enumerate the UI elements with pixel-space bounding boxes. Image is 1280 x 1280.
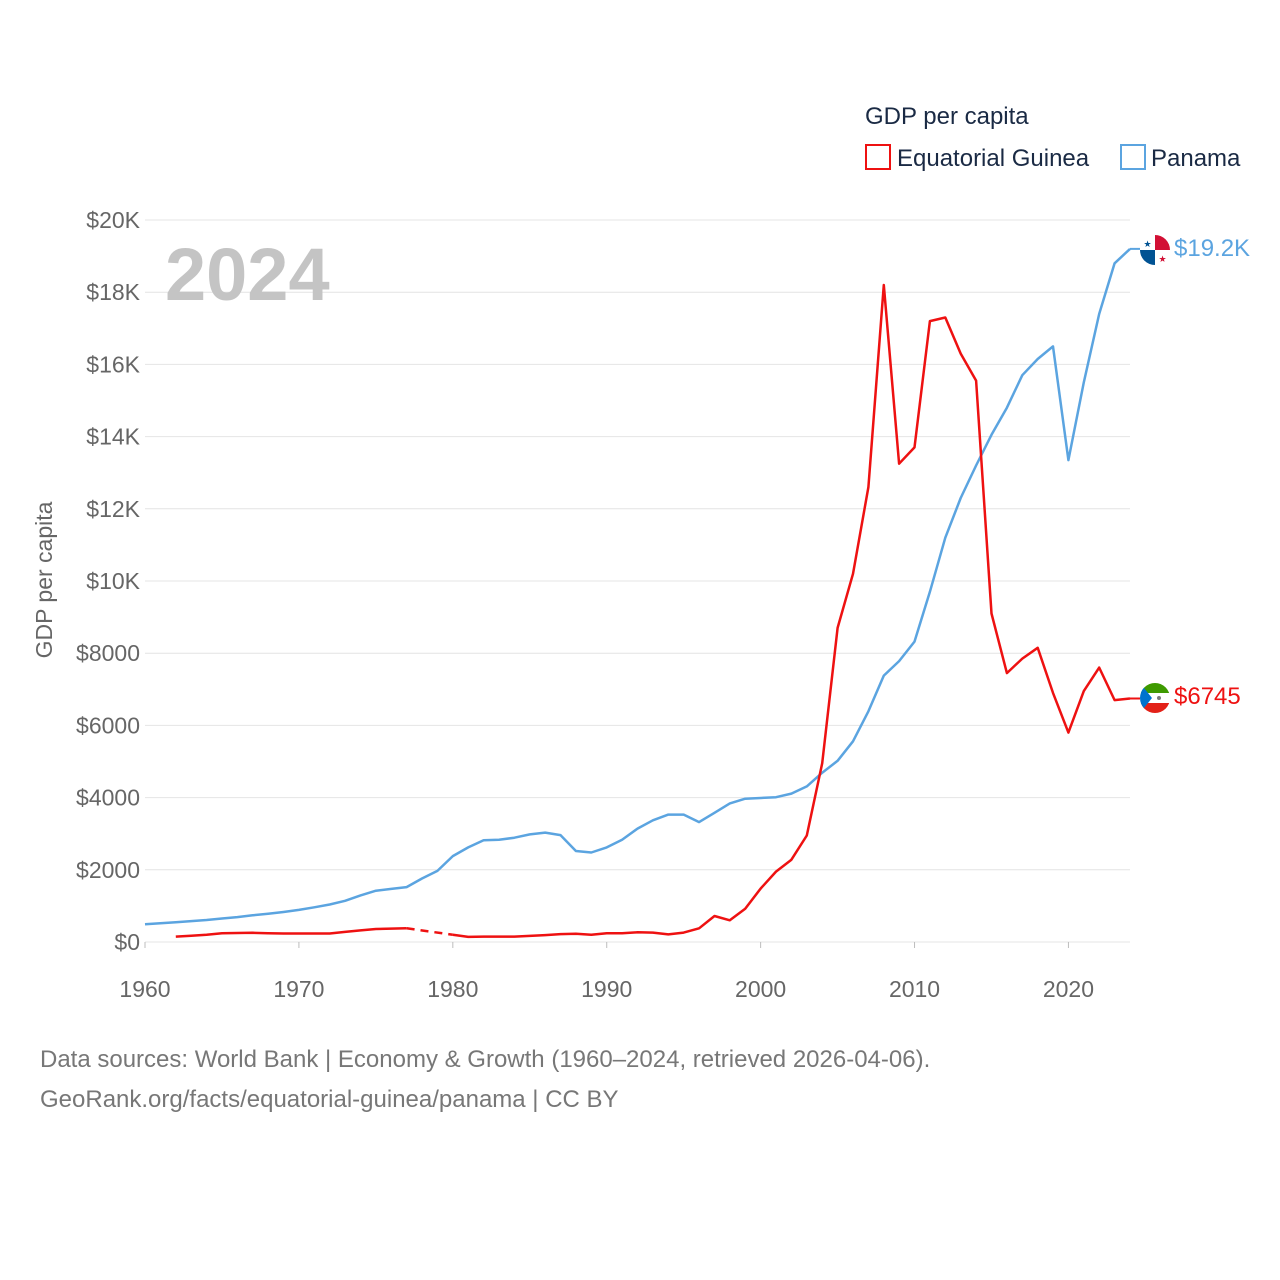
x-tick-label-4: 2000: [735, 976, 786, 1002]
y-tick-label-1: $2000: [76, 857, 140, 883]
footer-sources: Data sources: World Bank | Economy & Gro…: [40, 1046, 931, 1073]
end-label-equatorial-guinea: $6745: [1174, 683, 1241, 710]
svg-text:★: ★: [1158, 255, 1166, 265]
legend-label-equatorial-guinea[interactable]: Equatorial Guinea: [897, 145, 1090, 172]
series-gap-equatorial-guinea-0: [406, 927, 453, 937]
y-tick-label-4: $8000: [76, 640, 140, 666]
panama-flag-icon: ★ ★: [1140, 235, 1170, 265]
x-tick-label-5: 2010: [889, 976, 940, 1002]
y-tick-label-8: $16K: [86, 351, 140, 377]
y-tick-label-10: $20K: [86, 207, 140, 233]
x-tick-label-6: 2020: [1043, 976, 1094, 1002]
x-tick-label-3: 1990: [581, 976, 632, 1002]
x-tick-label-0: 1960: [119, 976, 170, 1002]
equatorial-guinea-flag-icon: [1140, 683, 1170, 713]
legend-swatch-equatorial-guinea[interactable]: [865, 144, 891, 170]
series-line-equatorial-guinea-1: [452, 283, 1131, 939]
series-line-panama-0: [144, 247, 1131, 926]
footer-attribution[interactable]: GeoRank.org/facts/equatorial-guinea/pana…: [40, 1086, 619, 1113]
x-tick-label-2: 1980: [427, 976, 478, 1002]
y-tick-label-2: $4000: [76, 785, 140, 811]
series-line-equatorial-guinea-0: [175, 927, 407, 938]
y-axis-label: GDP per capita: [31, 501, 57, 658]
series-equatorial-guinea[interactable]: [175, 283, 1140, 939]
y-tick-label-7: $14K: [86, 424, 140, 450]
year-label: 2024: [165, 233, 330, 316]
y-tick-label-6: $12K: [86, 496, 140, 522]
legend-swatch-panama[interactable]: [1120, 144, 1146, 170]
y-tick-label-5: $10K: [86, 568, 140, 594]
end-label-panama: $19.2K: [1174, 235, 1250, 262]
legend-label-panama[interactable]: Panama: [1151, 145, 1241, 172]
y-tick-label-3: $6000: [76, 712, 140, 738]
legend-title: GDP per capita: [865, 103, 1029, 130]
y-tick-label-9: $18K: [86, 279, 140, 305]
x-tick-label-1: 1970: [273, 976, 324, 1002]
y-tick-label-0: $0: [114, 929, 140, 955]
svg-text:★: ★: [1143, 240, 1151, 250]
series-panama[interactable]: [144, 247, 1140, 926]
